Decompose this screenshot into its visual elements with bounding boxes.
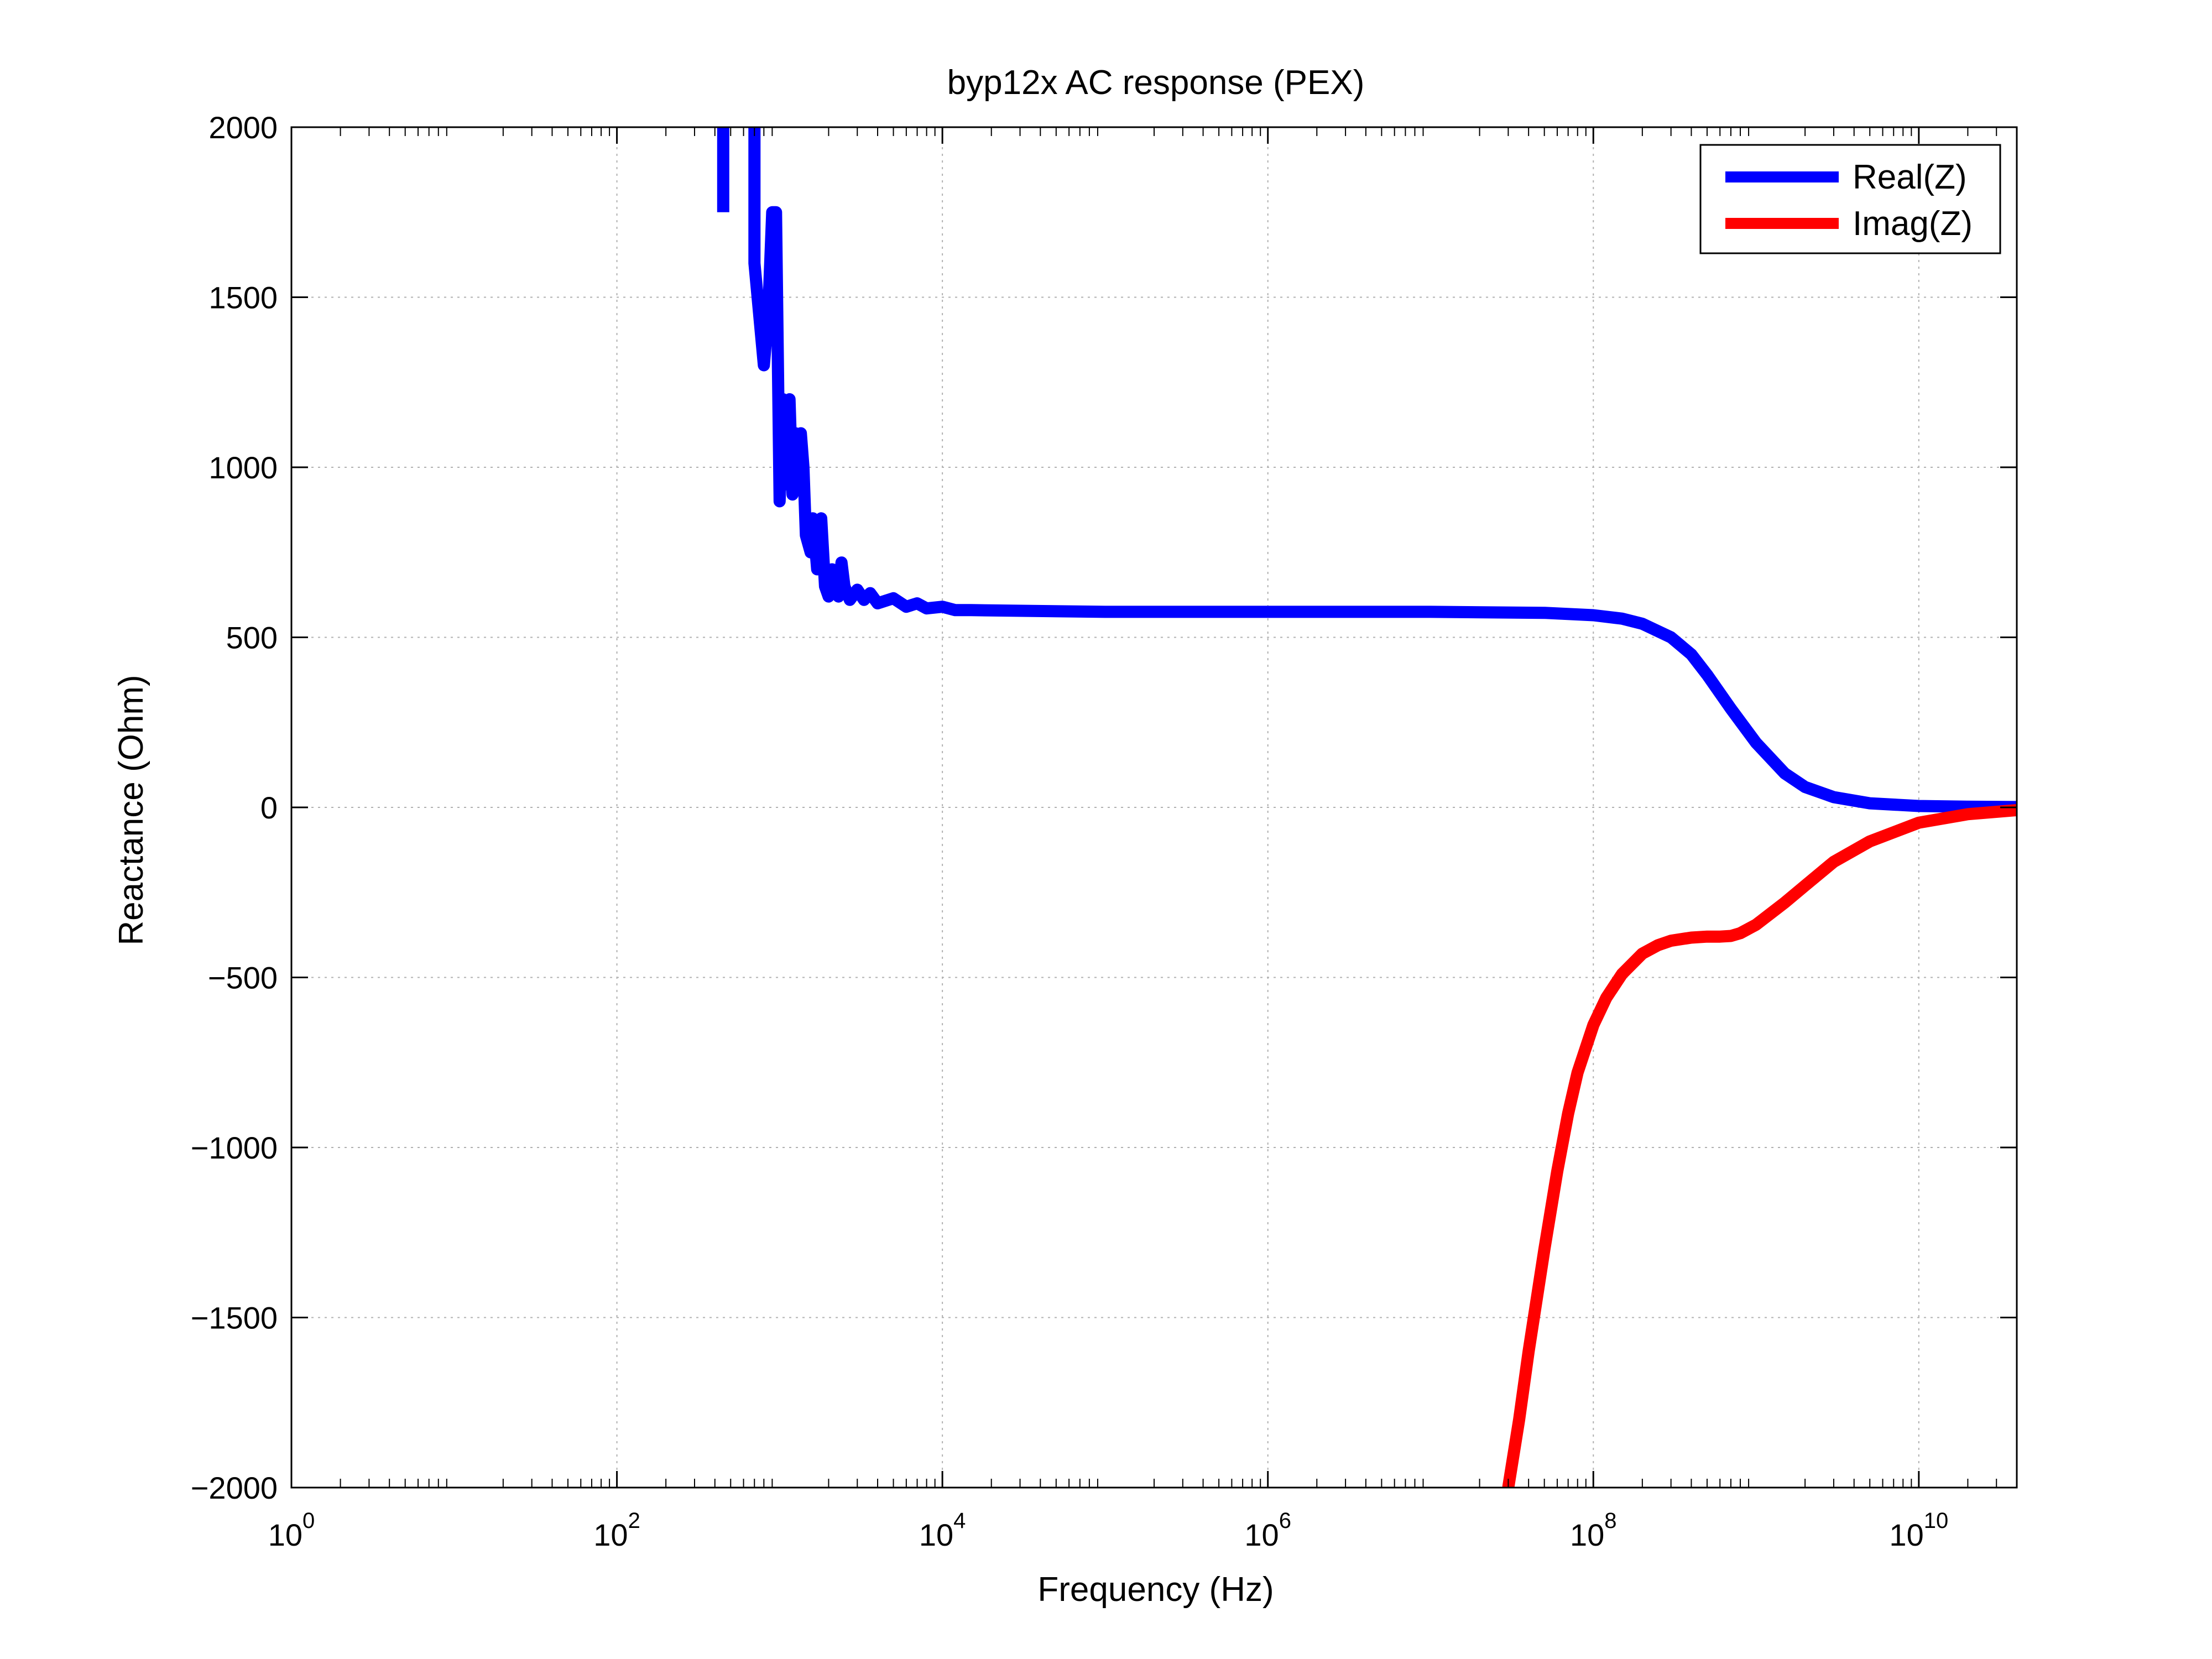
y-tick-label: 0 bbox=[260, 790, 278, 825]
tick-labels: 100 102 104 106 108 1010 2000 1500 1000 500 0 −500 −… bbox=[191, 110, 1949, 1552]
x-axis-label: Frequency (Hz) bbox=[1037, 1571, 1274, 1609]
chart-title: byp12x AC response (PEX) bbox=[947, 64, 1365, 102]
y-axis-label: Reactance (Ohm) bbox=[112, 675, 150, 945]
series-layer bbox=[717, 127, 2017, 1488]
legend-box bbox=[1699, 144, 2001, 254]
legend: Real(Z) Imag(Z) bbox=[1699, 144, 2001, 254]
y-tick-label: −1500 bbox=[191, 1301, 278, 1335]
x-tick-label: 100 bbox=[268, 1509, 315, 1552]
y-tick-label: 1000 bbox=[208, 450, 278, 485]
legend-label-real: Real(Z) bbox=[1853, 158, 1967, 196]
x-tick-label: 108 bbox=[1570, 1509, 1617, 1552]
x-tick-label: 106 bbox=[1244, 1509, 1291, 1552]
y-tick-label: 2000 bbox=[208, 110, 278, 145]
series-line-imag bbox=[1502, 804, 2017, 1488]
y-tick-label: −1000 bbox=[191, 1130, 278, 1165]
x-tick-label: 102 bbox=[593, 1509, 640, 1552]
y-tick-label: 1500 bbox=[208, 280, 278, 315]
y-tick-label: 500 bbox=[226, 620, 278, 655]
grid-lines bbox=[291, 127, 2017, 1488]
axis-ticks bbox=[290, 126, 2017, 1489]
legend-label-imag: Imag(Z) bbox=[1853, 205, 1973, 243]
y-tick-label: −500 bbox=[208, 961, 278, 995]
x-tick-label: 1010 bbox=[1889, 1509, 1948, 1552]
x-tick-label: 104 bbox=[919, 1509, 966, 1552]
series-line-real bbox=[717, 127, 2017, 813]
y-tick-label: −2000 bbox=[191, 1470, 278, 1505]
